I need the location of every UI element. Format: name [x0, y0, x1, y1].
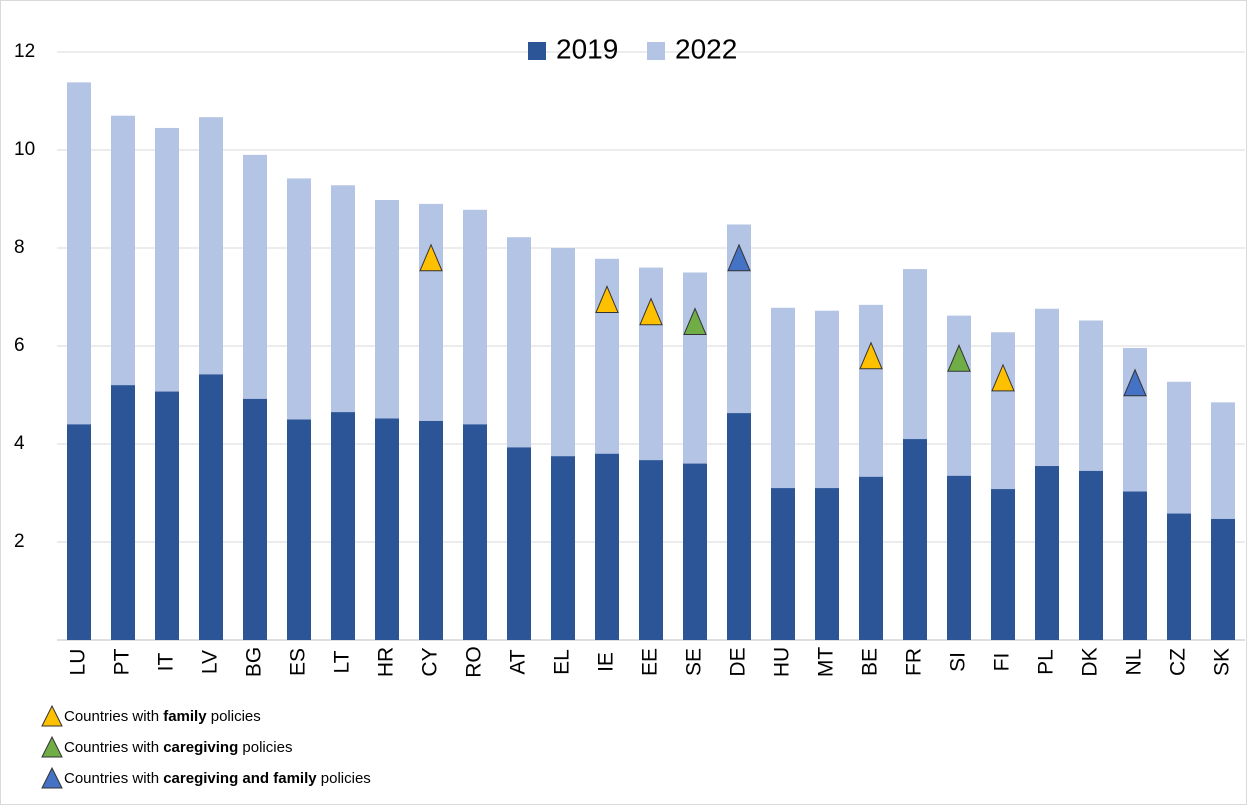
x-tick-label: HR	[375, 647, 398, 677]
bar	[1079, 470, 1103, 640]
bar	[859, 476, 883, 640]
bar	[331, 412, 355, 640]
x-tick-label: LU	[67, 649, 90, 676]
x-tick-label: DE	[727, 647, 750, 676]
bar	[727, 413, 751, 640]
bar	[595, 453, 619, 640]
legend-label-part: Countries with	[64, 739, 163, 756]
x-tick-label: BE	[859, 648, 882, 676]
marker	[419, 243, 443, 272]
x-tick-label: CY	[419, 647, 442, 676]
legend-label-part: Countries with	[64, 770, 163, 787]
legend-swatch	[41, 735, 63, 758]
y-tick-label: 10	[14, 139, 35, 160]
bar	[771, 488, 795, 640]
x-tick-label: NL	[1123, 649, 1146, 676]
legend-swatch	[528, 42, 546, 60]
legend-swatch	[41, 704, 63, 727]
legend-label-part: policies	[207, 708, 261, 725]
bar	[287, 419, 311, 640]
legend-label: 2019	[556, 33, 618, 64]
legend-swatch	[41, 766, 63, 789]
bar	[1123, 491, 1147, 640]
x-tick-label: FR	[903, 648, 926, 676]
bar	[1035, 466, 1059, 640]
x-tick-label: HU	[771, 647, 794, 677]
bar	[683, 463, 707, 640]
bar	[375, 418, 399, 640]
bar	[1167, 513, 1191, 640]
x-tick-label: ES	[287, 648, 310, 676]
bar	[419, 420, 443, 640]
bar	[67, 424, 91, 640]
bar	[903, 439, 927, 640]
x-tick-label: CZ	[1167, 648, 1190, 676]
marker	[639, 297, 663, 326]
bar	[111, 385, 135, 640]
legend-label-part: Countries with	[64, 708, 163, 725]
bar	[551, 456, 575, 640]
legend-swatch	[647, 42, 665, 60]
marker	[991, 363, 1015, 392]
marker	[859, 341, 883, 370]
y-tick-label: 8	[14, 237, 25, 258]
bar	[463, 424, 487, 640]
x-tick-label: BG	[243, 647, 266, 677]
x-tick-label: EE	[639, 648, 662, 676]
x-tick-label: LV	[199, 650, 222, 674]
x-tick-label: FI	[991, 653, 1014, 672]
x-tick-label: SE	[683, 648, 706, 676]
marker	[727, 243, 751, 272]
y-tick-label: 12	[14, 41, 35, 62]
marker	[683, 307, 707, 335]
legend-label: Countries with caregiving and family pol…	[64, 770, 371, 787]
x-tick-label: MT	[815, 647, 838, 677]
legend-label-part: family	[163, 708, 207, 725]
bar	[507, 447, 531, 640]
bar	[1211, 518, 1235, 640]
marker	[1123, 368, 1147, 397]
marker	[947, 343, 971, 372]
x-tick-label: LT	[331, 650, 354, 673]
y-tick-label: 6	[14, 335, 25, 356]
legend-label: Countries with family policies	[64, 708, 261, 725]
x-tick-label: DK	[1079, 647, 1102, 676]
bar	[947, 475, 971, 640]
legend-label-part: policies	[317, 770, 371, 787]
x-tick-label: AT	[507, 649, 530, 674]
x-tick-label: IT	[155, 653, 178, 672]
x-tick-label: IE	[595, 652, 618, 672]
legend-label-part: caregiving	[163, 739, 238, 756]
x-tick-label: EL	[551, 649, 574, 675]
marker	[595, 285, 619, 313]
x-tick-label: PL	[1035, 649, 1058, 675]
bar	[155, 391, 179, 640]
bar	[199, 374, 223, 640]
bar	[815, 488, 839, 640]
bar	[991, 489, 1015, 640]
bar	[639, 460, 663, 640]
x-tick-label: PT	[111, 648, 134, 675]
legend-label: 2022	[675, 33, 737, 64]
y-tick-label: 4	[14, 433, 25, 454]
legend-label-part: policies	[238, 739, 292, 756]
x-tick-label: SK	[1211, 648, 1234, 676]
bar	[243, 398, 267, 640]
x-tick-label: SI	[947, 652, 970, 672]
legend-label-part: caregiving and family	[163, 770, 317, 787]
y-tick-label: 2	[14, 531, 25, 552]
x-tick-label: RO	[463, 646, 486, 678]
legend-label: Countries with caregiving policies	[64, 739, 292, 756]
